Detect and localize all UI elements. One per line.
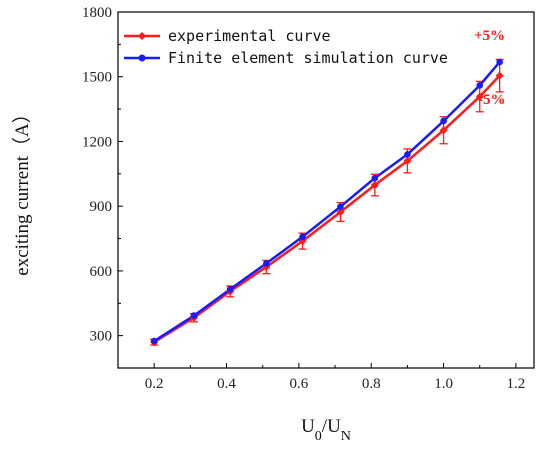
x-axis-title-sub0: 0 xyxy=(315,429,322,444)
x-axis-title: U0/UN xyxy=(301,416,351,444)
y-tick-label: 300 xyxy=(90,329,113,345)
data-point-simulation xyxy=(404,151,411,158)
x-axis-title-sep: /U xyxy=(322,416,341,437)
data-point-simulation xyxy=(440,117,447,125)
plot-frame xyxy=(117,11,535,369)
y-axis: 300 600 900 1200 1500 1800 xyxy=(82,5,123,345)
x-tick-label: 0.8 xyxy=(362,376,381,392)
data-point-simulation xyxy=(190,312,198,319)
data-point-experimental xyxy=(336,208,345,217)
x-axis-title-main: U xyxy=(301,416,315,437)
x-axis: 0.2 0.4 0.6 0.8 1.0 1.2 xyxy=(145,363,525,392)
x-tick-label: 0.4 xyxy=(217,376,236,392)
y-axis-title: exciting current（A） xyxy=(11,104,33,275)
data-point-simulation xyxy=(299,233,306,241)
y-tick-label: 1800 xyxy=(82,5,112,21)
annotation-plus-5: +5% xyxy=(474,28,505,44)
x-axis-title-subN: N xyxy=(341,429,351,444)
data-point-simulation xyxy=(150,337,158,345)
data-point-experimental xyxy=(439,126,448,135)
data-point-simulation xyxy=(371,174,379,182)
legend-marker-diamond-icon xyxy=(138,32,146,40)
x-tick-label: 0.6 xyxy=(289,376,308,392)
x-tick-label: 0.2 xyxy=(145,376,164,392)
series-group xyxy=(150,58,504,347)
data-point-simulation xyxy=(337,203,344,210)
y-tick-label: 1200 xyxy=(82,134,112,150)
y-tick-label: 900 xyxy=(90,199,113,215)
data-point-experimental xyxy=(370,181,379,190)
annotation-minus-5: -5% xyxy=(478,92,506,108)
x-tick-label: 1.0 xyxy=(434,376,453,392)
y-tick-label: 1500 xyxy=(82,70,112,86)
legend-label-experimental: experimental curve xyxy=(168,27,331,45)
y-tick-label: 600 xyxy=(90,264,113,280)
data-point-simulation xyxy=(496,58,503,66)
data-point-simulation xyxy=(263,260,270,267)
data-point-simulation xyxy=(226,285,234,293)
legend-label-simulation: Finite element simulation curve xyxy=(168,49,448,67)
legend: experimental curve Finite element simula… xyxy=(124,27,448,67)
series-line-simulation xyxy=(153,61,501,343)
data-point-simulation xyxy=(476,82,484,89)
legend-marker-circle-icon xyxy=(138,54,146,62)
data-point-experimental xyxy=(495,71,504,80)
data-point-experimental xyxy=(403,156,412,165)
error-bars xyxy=(150,58,504,346)
x-tick-label: 1.2 xyxy=(507,376,526,392)
data-point-experimental xyxy=(475,92,484,101)
